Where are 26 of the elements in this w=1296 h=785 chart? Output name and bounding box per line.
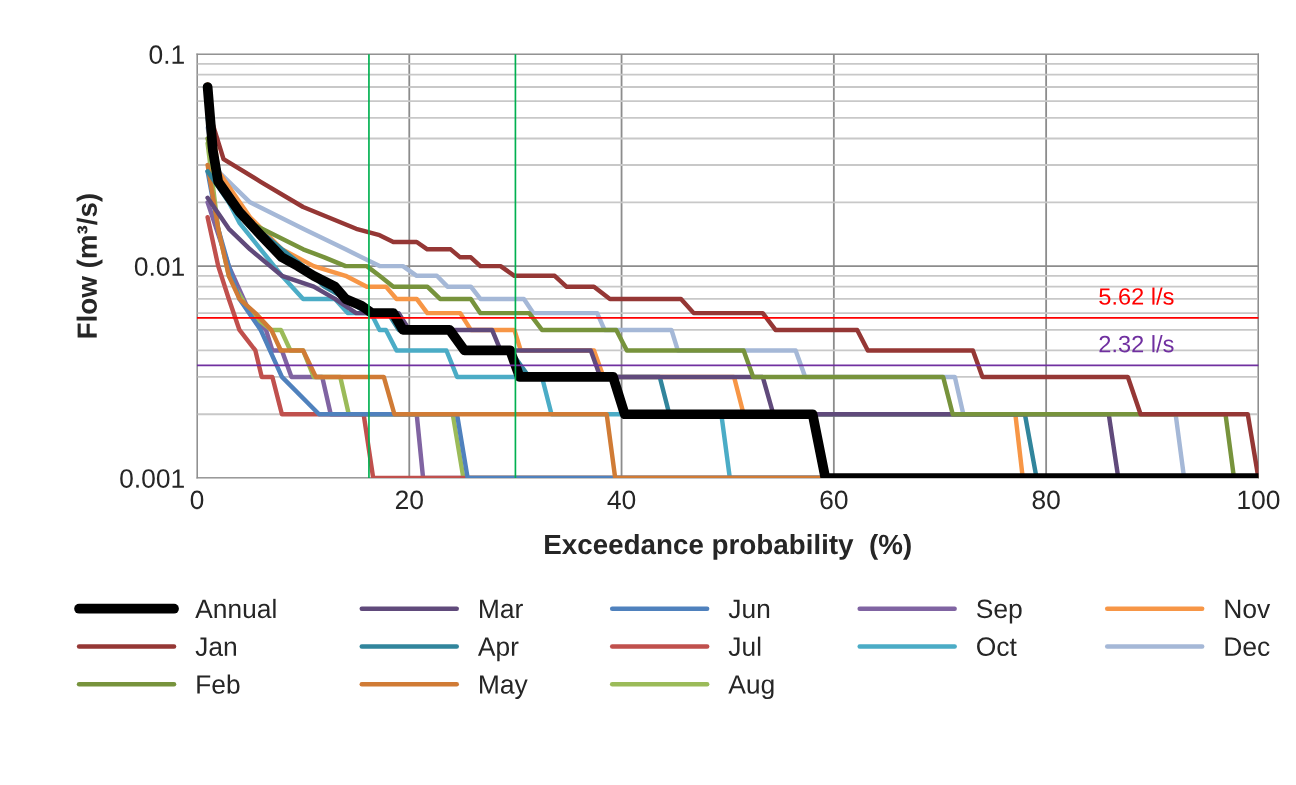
x-tick-label: 80 [1032, 490, 1060, 510]
x-tick-label: 20 [395, 490, 423, 510]
x-tick-label: 60 [820, 490, 848, 510]
legend-label: Jan [195, 637, 236, 657]
x-axis-title: Exceedance probability (%) [545, 533, 911, 560]
legend-label: Mar [480, 599, 523, 619]
legend-label: Oct [977, 637, 1017, 657]
legend-label: Sep [976, 599, 1022, 624]
legend-label: Feb [197, 674, 240, 694]
ref-line-label: 2.32 l/s [1099, 335, 1174, 353]
x-tick-label: 40 [607, 490, 636, 510]
legend-label: Aug [728, 675, 774, 700]
x-tick-label: 100 [1238, 490, 1280, 510]
legend-label: Jul [728, 636, 761, 657]
y-tick-label: 0.1 [149, 45, 184, 64]
legend-label: Apr [477, 637, 519, 662]
y-axis-title: Flow (m³/s) [76, 194, 103, 338]
y-tick-label: 0.001 [120, 469, 184, 488]
legend-label: Nov [1225, 599, 1271, 619]
ref-line-label: 5.62 l/s [1099, 287, 1174, 305]
x-tick-label: 0 [190, 490, 204, 510]
legend-label: May [480, 675, 528, 700]
legend-label: Annual [195, 598, 276, 619]
legend-label: Dec [1225, 637, 1270, 657]
legend-label: Jun [728, 599, 770, 619]
y-tick-label: 0.01 [134, 257, 184, 276]
